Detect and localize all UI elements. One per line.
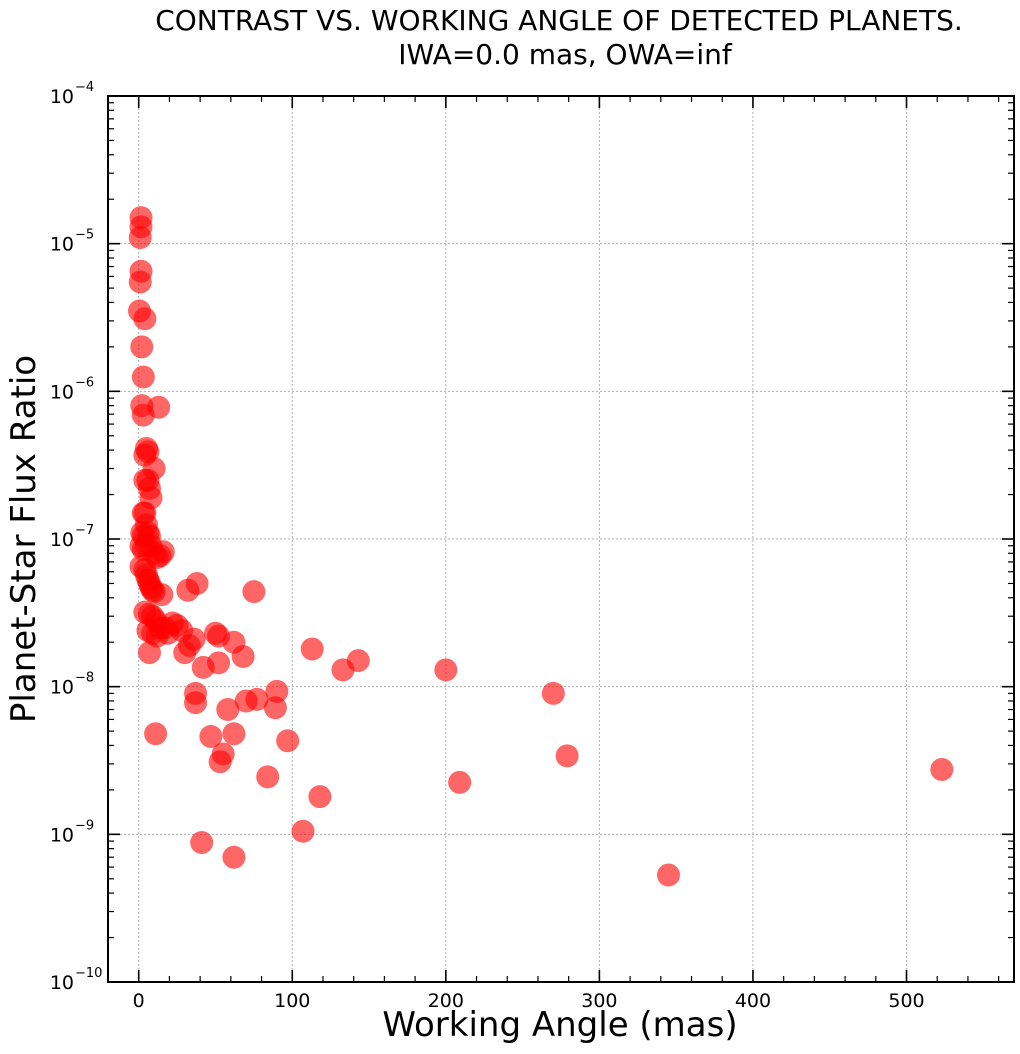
data-point bbox=[131, 365, 155, 389]
data-point bbox=[216, 698, 240, 722]
data-point bbox=[131, 403, 155, 427]
x-axis-label: Working Angle (mas) bbox=[382, 1005, 737, 1045]
x-tick-label: 400 bbox=[735, 990, 771, 1012]
data-point bbox=[930, 757, 954, 781]
data-point bbox=[137, 641, 161, 665]
data-point bbox=[448, 770, 472, 794]
x-tick-label: 500 bbox=[888, 990, 924, 1012]
data-point bbox=[291, 819, 315, 843]
data-point bbox=[190, 831, 214, 855]
axis-ticks bbox=[107, 95, 1014, 983]
data-point bbox=[231, 645, 255, 669]
data-point bbox=[128, 270, 152, 294]
data-point bbox=[208, 750, 232, 774]
data-point bbox=[133, 307, 157, 331]
y-tick-label: 10 bbox=[50, 529, 74, 551]
chart-title-line1: CONTRAST VS. WORKING ANGLE OF DETECTED P… bbox=[155, 4, 963, 37]
data-point bbox=[245, 687, 269, 711]
data-point bbox=[346, 649, 370, 673]
chart-title-line2: IWA=0.0 mas, OWA=inf bbox=[398, 38, 733, 71]
x-tick-label: 0 bbox=[133, 990, 145, 1012]
data-point bbox=[308, 785, 332, 809]
data-point bbox=[144, 722, 168, 746]
y-tick-label: 10 bbox=[50, 824, 74, 846]
data-point bbox=[150, 583, 174, 607]
y-tick-exponent: −10 bbox=[75, 966, 102, 981]
y-tick-label: 10 bbox=[50, 677, 74, 699]
data-point bbox=[148, 544, 172, 568]
data-point bbox=[222, 722, 246, 746]
data-point bbox=[185, 571, 209, 595]
data-point bbox=[656, 863, 680, 887]
x-tick-label: 100 bbox=[274, 990, 310, 1012]
data-point bbox=[222, 845, 246, 869]
data-point bbox=[130, 335, 154, 359]
data-point bbox=[242, 580, 266, 604]
y-tick-label: 10 bbox=[50, 234, 74, 256]
data-point bbox=[263, 696, 287, 720]
data-point bbox=[541, 681, 565, 705]
data-point bbox=[199, 724, 223, 748]
y-tick-exponent: −9 bbox=[75, 818, 94, 833]
x-tick-label: 200 bbox=[428, 990, 464, 1012]
data-points bbox=[127, 206, 954, 887]
y-axis-label: Planet-Star Flux Ratio bbox=[4, 355, 44, 723]
data-point bbox=[276, 729, 300, 753]
data-point bbox=[434, 658, 458, 682]
y-tick-label: 10 bbox=[50, 972, 74, 994]
data-point bbox=[207, 651, 231, 675]
data-point bbox=[300, 637, 324, 661]
data-point bbox=[256, 765, 280, 789]
x-tick-labels: 0 100 200 300 400 500 bbox=[133, 990, 925, 1012]
y-tick-label: 10 bbox=[50, 381, 74, 403]
grid-lines bbox=[108, 95, 1014, 983]
data-point bbox=[128, 226, 152, 250]
data-point bbox=[173, 641, 197, 665]
y-tick-exponent: −5 bbox=[75, 228, 94, 243]
data-point bbox=[555, 744, 579, 768]
x-tick-label: 300 bbox=[581, 990, 617, 1012]
data-point bbox=[184, 691, 208, 715]
y-tick-label: 10 bbox=[50, 86, 74, 108]
y-tick-exponent: −4 bbox=[75, 80, 94, 95]
y-tick-exponent: −8 bbox=[75, 671, 94, 686]
y-tick-exponent: −6 bbox=[75, 375, 94, 390]
y-tick-exponent: −7 bbox=[75, 523, 94, 538]
